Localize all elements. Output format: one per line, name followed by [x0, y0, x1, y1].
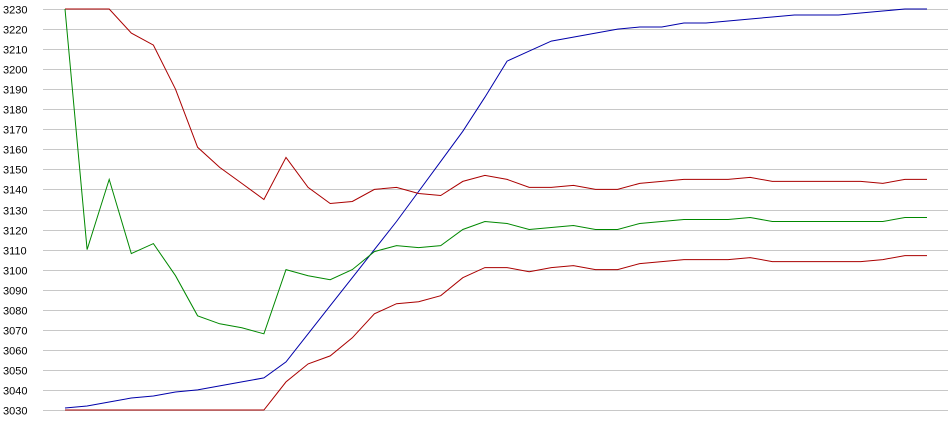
y-tick-label: 3210	[3, 45, 27, 57]
y-tick-label: 3190	[3, 85, 27, 97]
series-line-1	[64, 8, 927, 409]
y-tick-label: 3090	[3, 286, 27, 298]
y-tick-label: 3170	[3, 125, 27, 137]
series-line-3	[64, 8, 927, 335]
gridlines	[43, 9, 948, 411]
y-tick-label: 3070	[3, 326, 27, 338]
series-line-4	[65, 255, 927, 411]
y-tick-label: 3200	[3, 65, 27, 77]
y-tick-label: 3040	[3, 386, 27, 398]
y-tick-label: 3180	[3, 105, 27, 117]
y-axis-tick-labels: 3230 3220 3210 3200 3190 3180 3170 3160 3150 3140…	[3, 5, 27, 418]
y-tick-label: 3050	[3, 366, 27, 378]
y-tick-label: 3160	[3, 145, 27, 157]
y-tick-label: 3030	[3, 406, 27, 418]
y-tick-label: 3120	[3, 226, 27, 238]
y-tick-label: 3230	[3, 5, 27, 17]
y-tick-label: 3100	[3, 266, 27, 278]
series-lines	[64, 8, 927, 411]
y-tick-label: 3080	[3, 306, 27, 318]
y-tick-label: 3220	[3, 25, 27, 37]
series-line-2	[65, 8, 927, 205]
y-tick-label: 3060	[3, 346, 27, 358]
y-tick-label: 3140	[3, 185, 27, 197]
y-tick-label: 3150	[3, 165, 27, 177]
y-tick-label: 3110	[3, 246, 27, 258]
y-tick-label: 3130	[3, 206, 27, 218]
